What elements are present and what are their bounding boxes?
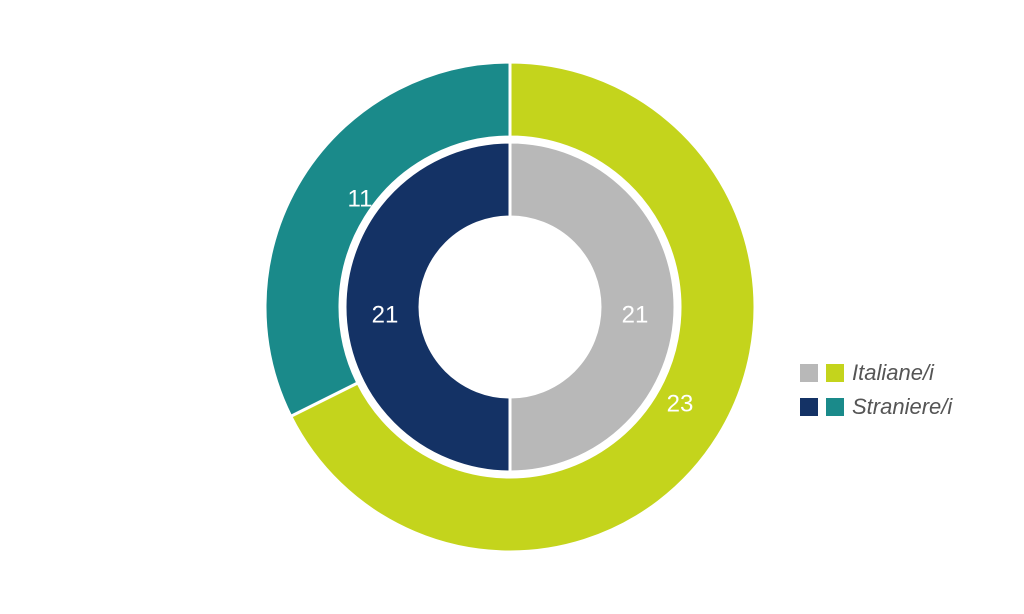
slice-label: 21 [622, 301, 649, 328]
slice-label: 21 [372, 301, 399, 328]
legend-swatch [800, 398, 818, 416]
legend-swatch [826, 364, 844, 382]
legend-label: Italiane/i [852, 360, 934, 386]
legend-label: Straniere/i [852, 394, 952, 420]
donut-svg: 21 21 23 11 [0, 0, 1024, 614]
nested-donut-chart: 21 21 23 11 Italiane/i Straniere/i [0, 0, 1024, 614]
legend-item: Straniere/i [800, 394, 952, 420]
chart-legend: Italiane/i Straniere/i [800, 360, 952, 420]
legend-swatch [826, 398, 844, 416]
legend-item: Italiane/i [800, 360, 952, 386]
legend-swatch [800, 364, 818, 382]
slice-label: 11 [348, 185, 373, 212]
slice-label: 23 [667, 390, 694, 417]
